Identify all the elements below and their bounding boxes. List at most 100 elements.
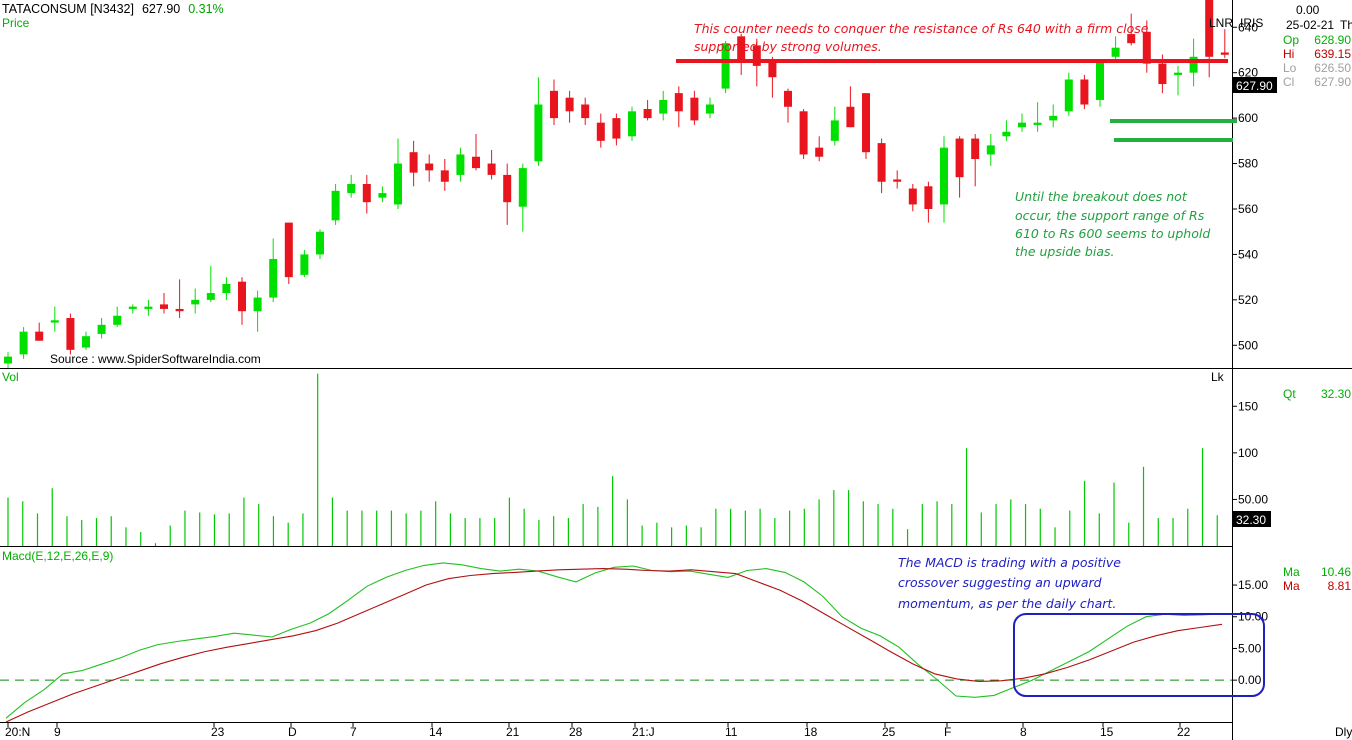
candle-body — [752, 45, 761, 66]
date-tick-label: 14 — [429, 725, 443, 739]
candle-body — [175, 308, 184, 312]
price-tick-label: 520 — [1238, 293, 1258, 307]
candle-body — [128, 306, 137, 309]
candle — [706, 97, 714, 119]
candle-body — [347, 184, 356, 194]
candle — [659, 90, 668, 121]
date-tick-label: 9 — [54, 725, 61, 739]
candle — [986, 134, 995, 166]
candle — [846, 86, 855, 128]
candle — [893, 170, 902, 189]
ma2-label: Ma — [1283, 579, 1300, 593]
candle-body — [1049, 115, 1058, 121]
candle — [628, 106, 636, 141]
candle-body — [331, 190, 340, 221]
date-tick-label: 20:N — [5, 725, 30, 739]
candle — [50, 306, 59, 332]
volume-label: Vol — [2, 370, 19, 384]
candle-body — [893, 179, 902, 182]
candle — [1127, 13, 1136, 46]
candle — [97, 318, 106, 339]
candle-body — [737, 36, 746, 60]
date-tick-label: 25 — [882, 725, 896, 739]
macd-annotation: The MACD is trading with a positive cros… — [898, 555, 1121, 611]
macd-tick-label: 15.00 — [1238, 578, 1268, 592]
candle-body — [82, 336, 90, 348]
candle-body — [518, 168, 527, 207]
price-tick-label: 620 — [1238, 66, 1258, 80]
candle-body — [674, 93, 683, 112]
svg-text:crossover suggesting an upward: crossover suggesting an upward — [898, 575, 1102, 590]
price-tick-label: 640 — [1238, 20, 1258, 34]
last-price-tag-bg — [1233, 77, 1277, 93]
candle-body — [284, 222, 293, 278]
candle — [1064, 72, 1073, 116]
ma2-value: 8.81 — [1328, 579, 1352, 593]
candle — [1111, 36, 1120, 60]
candle — [534, 77, 543, 166]
last-price: 627.90 — [142, 2, 180, 16]
svg-text:occur, the support range of Rs: occur, the support range of Rs — [1015, 208, 1205, 223]
candle-body — [659, 99, 668, 114]
svg-text:the upside bias.: the upside bias. — [1015, 244, 1114, 259]
candle-body — [456, 154, 465, 175]
date-tick-label: 21:J — [632, 725, 655, 739]
candle — [581, 97, 590, 125]
candle — [565, 90, 574, 123]
candle — [830, 106, 839, 146]
support-annotation: Until the breakout does not occur, the s… — [1015, 189, 1210, 259]
candle-body — [4, 356, 12, 364]
svg-text:momentum, as per the daily cha: momentum, as per the daily chart. — [898, 596, 1116, 611]
price-tick-label: 500 — [1238, 338, 1258, 352]
candle — [1205, 0, 1214, 78]
price-tick-label: 580 — [1238, 157, 1258, 171]
candle-body — [628, 111, 636, 137]
macd-label: Macd(E,12,E,26,E,9) — [2, 549, 113, 563]
candle-body — [550, 90, 558, 119]
candle-body — [316, 231, 324, 255]
top-right-value: 0.00 — [1296, 3, 1320, 17]
candle — [690, 90, 699, 125]
candle — [862, 93, 870, 160]
candle — [924, 181, 933, 223]
candle — [799, 109, 808, 160]
candle-body — [113, 315, 122, 325]
lo-label: Lo — [1283, 61, 1297, 75]
candle-body — [565, 97, 574, 112]
candle — [4, 352, 12, 368]
candle-body — [721, 43, 730, 89]
date-tick-label: F — [944, 725, 951, 739]
candle — [456, 147, 465, 182]
candle — [472, 134, 480, 171]
candle — [1049, 104, 1058, 128]
candle — [877, 138, 886, 194]
candle — [394, 138, 402, 209]
candle — [908, 184, 917, 212]
price-axis: 500 520 540 560 580 600 620 640 — [1232, 20, 1258, 352]
candle — [284, 222, 293, 284]
date-axis: 20:N 9 23 D 7 14 21 28 21:J 11 18 25 F 8 15 22 — [5, 722, 1191, 739]
candle-body — [50, 320, 59, 323]
svg-text:supported by strong volumes.: supported by strong volumes. — [694, 39, 882, 54]
candle — [940, 136, 948, 223]
candle-body — [862, 93, 870, 153]
op-label: Op — [1283, 33, 1299, 47]
svg-text:This counter needs to conquer: This counter needs to conquer the resist… — [694, 21, 1149, 36]
candle-body — [1064, 79, 1073, 112]
price-tick-label: 600 — [1238, 111, 1258, 125]
candle — [300, 249, 309, 278]
lk-label: Lk — [1211, 370, 1225, 384]
macd-signal-line — [5, 568, 1223, 723]
candle — [596, 113, 605, 148]
candle-body — [206, 293, 215, 300]
candle-body — [487, 163, 496, 175]
date-tick-label: D — [288, 725, 297, 739]
candle-body — [503, 174, 512, 203]
candle-body — [160, 304, 168, 309]
candle-body — [222, 283, 231, 294]
cl-label: Cl — [1283, 75, 1294, 89]
candle-body — [35, 331, 44, 341]
price-tick-label: 540 — [1238, 247, 1258, 261]
